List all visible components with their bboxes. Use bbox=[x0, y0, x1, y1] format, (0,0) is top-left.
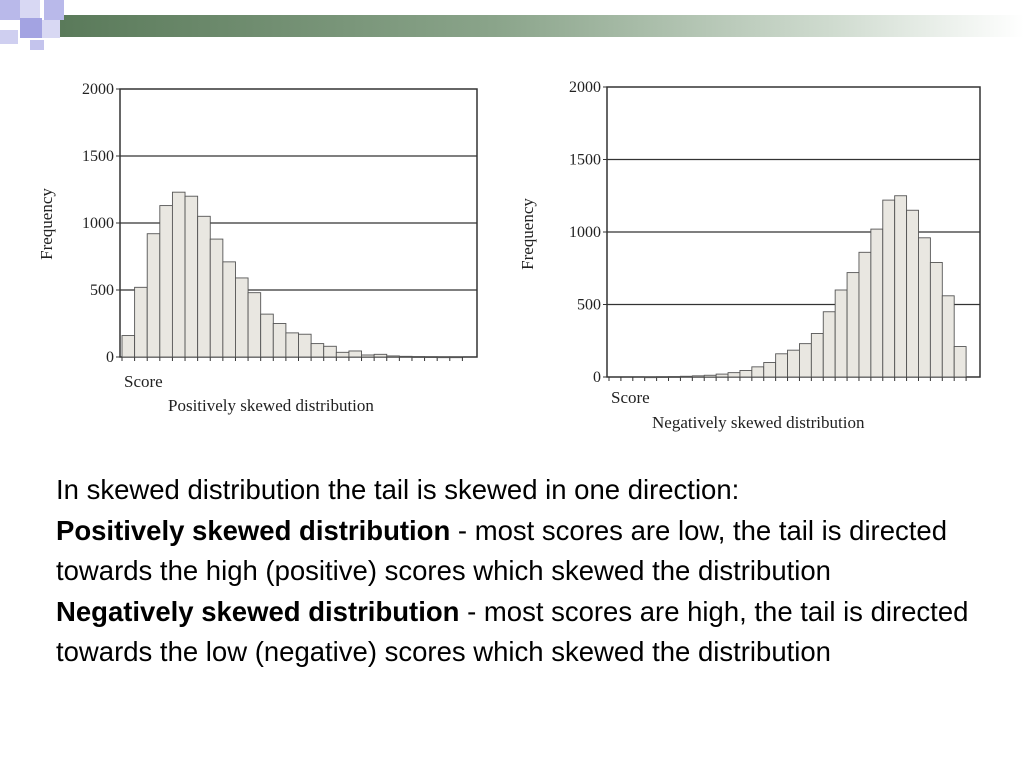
histogram-bar bbox=[644, 376, 658, 379]
deco-square bbox=[42, 20, 60, 38]
y-tick-label: 1000 bbox=[82, 215, 114, 232]
y-tick-label: 2000 bbox=[569, 79, 601, 96]
histogram-bar bbox=[727, 372, 741, 378]
x-axis-label: Score bbox=[611, 388, 650, 407]
positive-skew-definition: Positively skewed distribution - most sc… bbox=[56, 511, 996, 592]
bars bbox=[608, 195, 967, 381]
histogram-bar bbox=[691, 375, 705, 378]
y-tick-labels: 0 500 1000 1500 2000 bbox=[569, 79, 607, 386]
histogram-bar bbox=[668, 376, 681, 378]
histogram-bar bbox=[929, 261, 943, 378]
histogram-bar bbox=[810, 333, 824, 378]
deco-square bbox=[0, 30, 18, 44]
histogram-bar bbox=[679, 375, 693, 378]
histogram-bar bbox=[184, 195, 199, 358]
histogram-bar bbox=[197, 215, 211, 358]
histogram-bar bbox=[298, 333, 312, 358]
intro-line: In skewed distribution the tail is skewe… bbox=[56, 474, 740, 505]
histogram-bar bbox=[310, 343, 325, 358]
explanation-text: In skewed distribution the tail is skewe… bbox=[56, 470, 996, 673]
histogram-bar bbox=[398, 355, 413, 358]
y-tick-label: 0 bbox=[106, 349, 114, 366]
y-axis-label: Frequency bbox=[37, 188, 56, 260]
y-tick-label: 500 bbox=[577, 297, 601, 314]
histogram-bar bbox=[870, 228, 884, 378]
histogram-bar bbox=[361, 354, 375, 358]
histogram-bar bbox=[763, 362, 777, 378]
y-tick-label: 1500 bbox=[569, 152, 601, 169]
deco-square bbox=[20, 18, 42, 38]
histogram-bar bbox=[386, 355, 400, 358]
y-tick-label: 1000 bbox=[569, 224, 601, 241]
histogram-bar bbox=[858, 251, 872, 378]
y-tick-label: 500 bbox=[90, 282, 114, 299]
histogram-bar bbox=[272, 323, 287, 358]
histogram-bar bbox=[787, 349, 800, 378]
histogram-bar bbox=[134, 286, 148, 358]
histogram-bar bbox=[941, 295, 955, 378]
deco-square bbox=[44, 0, 64, 20]
histogram-bar bbox=[335, 351, 350, 358]
negative-skew-description: - most scores are high, the tail is dire… bbox=[56, 595, 969, 668]
title-band-bar bbox=[60, 15, 1024, 37]
deco-square bbox=[20, 0, 40, 20]
figure-area: 0 500 1000 1500 2000 Frequency Score Positiv… bbox=[0, 52, 1024, 452]
histogram-bar bbox=[411, 356, 426, 358]
negative-skew-term: Negatively skewed distribution bbox=[56, 595, 460, 627]
histogram-bar bbox=[775, 353, 788, 378]
title-band bbox=[0, 0, 1024, 50]
histogram-bar bbox=[918, 237, 931, 378]
histogram-bar bbox=[436, 356, 451, 359]
histogram-bar bbox=[348, 350, 362, 358]
histogram-bar bbox=[751, 366, 765, 378]
histogram-bar bbox=[247, 292, 262, 358]
positive-skew-chart: 0 500 1000 1500 2000 Frequency Score Positiv… bbox=[37, 81, 478, 415]
histogram-bar bbox=[894, 195, 908, 378]
histogram-bar bbox=[715, 373, 729, 378]
chart-caption: Negatively skewed distribution bbox=[652, 413, 865, 432]
histogram-bar bbox=[799, 343, 812, 378]
histogram-bar bbox=[906, 209, 919, 378]
histogram-bar bbox=[159, 205, 173, 358]
deco-square bbox=[30, 40, 44, 50]
histogram-bar bbox=[739, 370, 753, 378]
histogram-bar bbox=[846, 272, 860, 378]
histogram-bar bbox=[121, 335, 136, 358]
negative-skew-chart: 0 500 1000 1500 2000 Frequency Score Negativ… bbox=[518, 79, 981, 432]
histogram-bar bbox=[656, 376, 669, 378]
y-tick-label: 2000 bbox=[82, 81, 114, 98]
histogram-bar bbox=[260, 313, 274, 358]
histogram-bar bbox=[834, 289, 848, 378]
histogram-bar bbox=[285, 332, 299, 358]
y-tick-labels: 0 500 1000 1500 2000 bbox=[82, 81, 120, 366]
histogram-bar bbox=[146, 233, 161, 358]
histogram-bar bbox=[235, 277, 249, 358]
y-tick-label: 1500 bbox=[82, 148, 114, 165]
histogram-bar bbox=[882, 199, 896, 378]
histogram-bar bbox=[953, 346, 967, 378]
chart-caption: Positively skewed distribution bbox=[168, 396, 374, 415]
histogram-bar bbox=[822, 311, 836, 378]
bars bbox=[121, 191, 463, 361]
y-tick-label: 0 bbox=[593, 369, 601, 386]
histogram-bar bbox=[171, 191, 186, 358]
negative-skew-definition: Negatively skewed distribution - most sc… bbox=[56, 592, 996, 673]
positive-skew-description: - most scores are low, the tail is direc… bbox=[56, 514, 947, 587]
histogram-bar bbox=[209, 238, 224, 358]
histogram-bar bbox=[424, 356, 438, 358]
deco-square bbox=[0, 0, 20, 20]
histogram-bar bbox=[323, 345, 337, 358]
y-axis-label: Frequency bbox=[518, 198, 537, 270]
histogram-bar bbox=[373, 353, 388, 358]
positive-skew-term: Positively skewed distribution bbox=[56, 514, 451, 546]
histogram-bar bbox=[449, 356, 463, 359]
histogram-bar bbox=[222, 261, 236, 358]
x-axis-label: Score bbox=[124, 372, 163, 391]
histogram-bar bbox=[703, 374, 717, 378]
